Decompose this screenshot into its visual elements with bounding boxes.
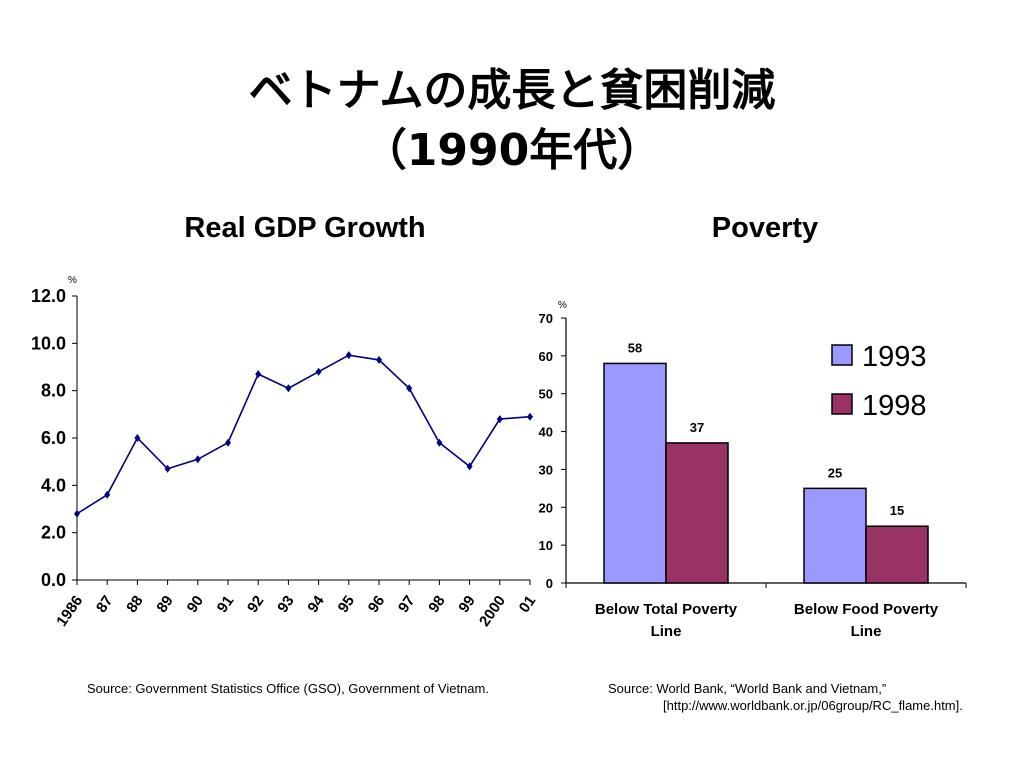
gdp-source-note: Source: Government Statistics Office (GS… [87,681,489,696]
gdp-series-line [76,354,531,515]
gdp-line-chart: 0.02.04.06.08.010.012.0%1986 87 88 89 90 91 92… [31,275,539,630]
gdp-data-point [466,462,473,471]
gdp-data-point [104,490,111,499]
gdp-x-tick-label: 97 [395,593,418,616]
gdp-data-point [527,412,533,421]
gdp-x-tick-label: 99 [455,593,478,616]
poverty-y-tick-label: 20 [539,500,553,515]
gdp-data-point [285,384,292,393]
gdp-data-point [436,438,443,447]
gdp-data-point [345,351,352,360]
gdp-y-tick-label: 12.0 [31,286,66,306]
poverty-data-label: 25 [828,465,842,480]
gdp-x-tick-label: 87 [93,593,116,616]
poverty-bar [803,487,867,584]
poverty-y-tick-label: 0 [546,576,553,591]
poverty-y-tick-label: 10 [539,538,553,553]
gdp-x-tick-label: 90 [184,593,207,616]
poverty-bar [603,362,667,584]
poverty-source-url: [http://www.worldbank.or.jp/06group/RC_f… [663,698,963,713]
poverty-y-tick-label: 70 [539,311,553,326]
gdp-chart-title: Real GDP Growth [184,212,426,244]
gdp-data-point [134,434,141,442]
gdp-y-tick-label: 0.0 [41,570,66,590]
gdp-data-point [225,438,231,447]
poverty-y-tick-label: 60 [539,349,553,364]
gdp-x-tick-label: 88 [123,593,146,616]
poverty-bar-chart: 0 10 20 30 40 50 60 70% 58 37 Below Total Poverty L… [539,300,967,640]
gdp-data-point [255,370,262,379]
poverty-source-note: Source: World Bank, “World Bank and Viet… [608,681,887,696]
poverty-data-label: 37 [690,420,704,435]
poverty-category-label: Line [651,623,682,640]
poverty-chart-title: Poverty [711,212,819,244]
gdp-x-tick-label: 98 [425,593,448,616]
legend-label: 1998 [862,390,927,422]
gdp-y-tick-label: 10.0 [31,333,66,353]
poverty-y-tick-label: 50 [539,387,553,402]
gdp-x-tick-label: 95 [335,593,358,616]
poverty-data-label: 58 [628,340,642,355]
poverty-y-tick-label: 40 [539,425,553,440]
gdp-x-tick-label: 92 [244,593,267,616]
poverty-bar [665,442,729,584]
poverty-y-unit-label: % [558,300,567,311]
gdp-data-point [496,415,503,424]
gdp-y-tick-label: 4.0 [41,475,66,495]
gdp-x-tick-label: 01 [516,593,539,616]
poverty-y-tick-label: 30 [539,462,553,477]
gdp-data-point [376,355,382,364]
page-title: ベトナムの成長と貧困削減 [248,65,776,116]
gdp-x-tick-label: 89 [153,593,176,616]
poverty-category-label: Below Food Poverty [794,601,939,618]
gdp-data-point [406,384,413,393]
page-subtitle: （1990年代） [362,125,662,176]
gdp-x-tick-label: 91 [214,593,237,616]
gdp-data-point [194,455,201,464]
gdp-x-tick-label: 96 [365,593,388,616]
gdp-x-tick-label: 93 [274,593,297,616]
legend-label: 1993 [862,341,927,373]
poverty-data-label: 15 [890,503,904,518]
poverty-bar [865,525,929,584]
poverty-category-label: Line [851,623,882,640]
gdp-y-tick-label: 8.0 [41,381,66,401]
gdp-data-point [164,464,171,473]
gdp-y-tick-label: 6.0 [41,428,66,448]
legend-swatch [831,344,853,366]
poverty-category-label: Below Total Poverty [595,601,738,618]
gdp-y-unit-label: % [68,275,77,286]
gdp-data-point [315,367,322,376]
gdp-y-tick-label: 2.0 [41,523,66,543]
gdp-data-point [74,509,80,518]
legend-swatch [831,393,853,415]
